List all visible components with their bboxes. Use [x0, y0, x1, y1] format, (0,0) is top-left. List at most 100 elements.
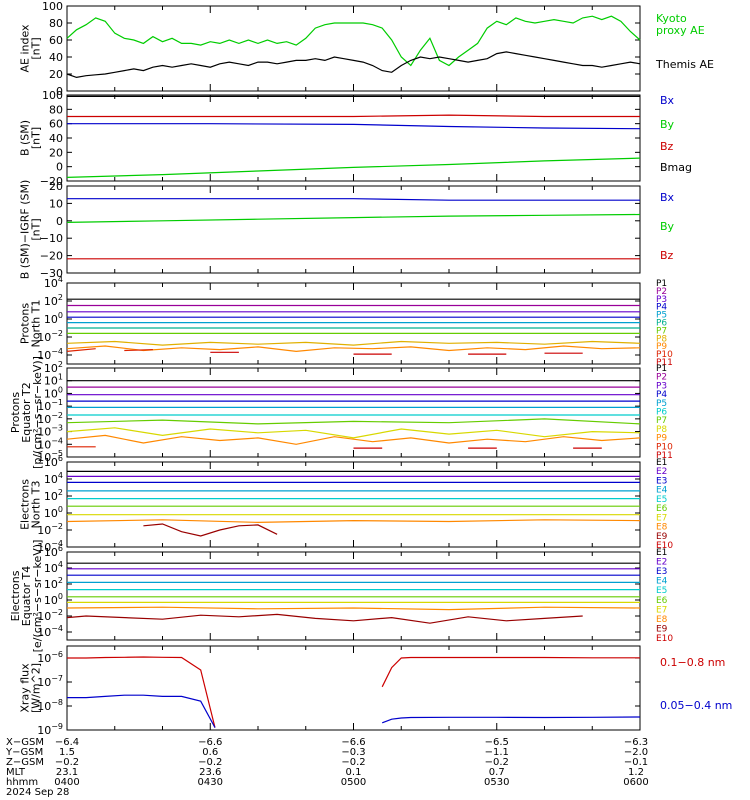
- y-axis-label-line: Xray flux: [19, 663, 32, 713]
- y-tick-labels: 0 20 40 60 80 100: [42, 0, 640, 98]
- x-axis-value: 0.1: [346, 767, 362, 778]
- legend-entry: Bz: [660, 249, 674, 262]
- y-axis-label-line: Protons: [9, 392, 22, 433]
- series-line: [143, 523, 278, 537]
- series-line: [66, 606, 641, 611]
- y-tick-label: 80: [49, 103, 63, 116]
- y-tick-label: 102: [44, 293, 63, 308]
- y-tick-label: −20: [40, 175, 63, 188]
- legend-entry: E3: [656, 476, 667, 486]
- legend-entry: P9: [656, 434, 667, 444]
- legend-entry: P10: [656, 442, 673, 452]
- y-tick-label: 60: [49, 34, 63, 47]
- y-axis-label-line: Equator T4: [20, 566, 33, 626]
- y-tick-label: 0: [56, 161, 63, 174]
- series-line: [381, 656, 640, 688]
- y-tick-label: 101: [44, 373, 63, 388]
- x-axis-value: 0530: [484, 777, 509, 788]
- y-tick-label: 10−2: [37, 608, 63, 623]
- y-tick-label: 20: [49, 180, 63, 193]
- y-tick-label: 10−2: [37, 329, 63, 344]
- y-axis-label-line: Electrons: [9, 570, 22, 621]
- legend-entry: E7: [656, 605, 667, 615]
- series-line: [67, 114, 640, 118]
- y-tick-labels: −30 −20 −10 0 10 20: [40, 180, 640, 280]
- legend-entry: P11: [656, 358, 673, 368]
- x-axis-value: −6.6: [341, 737, 365, 748]
- y-tick-label: 104: [44, 560, 63, 575]
- y-tick-label: 102: [44, 488, 63, 503]
- series-group: [66, 562, 641, 624]
- series-group: [66, 298, 641, 355]
- legend-entry: Bx: [660, 191, 675, 204]
- legend-entry: E1: [656, 458, 667, 468]
- series-group: [66, 15, 641, 79]
- y-tick-label: 100: [42, 0, 63, 13]
- x-axis-value: −0.2: [341, 757, 365, 768]
- legend-entry: P4: [656, 390, 667, 400]
- y-tick-label: 60: [49, 118, 63, 131]
- legend-entry: E4: [656, 486, 668, 496]
- y-axis-label-line: Equator T2: [20, 382, 33, 442]
- x-axis-value: −6.4: [55, 737, 79, 748]
- y-axis-label-line: [W/m^2]: [30, 663, 43, 713]
- series-line: [66, 15, 641, 67]
- y-tick-label: 80: [49, 17, 63, 30]
- y-tick-label: 40: [49, 51, 63, 64]
- y-tick-label: −20: [40, 250, 63, 263]
- x-axis-value: 0.6: [202, 747, 218, 758]
- y-tick-label: 104: [44, 471, 63, 486]
- y-axis-label-line: [nT]: [30, 127, 43, 149]
- legend-entry: P6: [656, 319, 667, 329]
- legend-entry: Themis AE: [655, 58, 714, 71]
- legend-entry: E10: [656, 541, 673, 551]
- series-group: [66, 470, 641, 537]
- series-line: [66, 519, 641, 524]
- y-axis-label-line: [nT]: [30, 218, 43, 240]
- legend: Bx By Bz: [660, 191, 675, 262]
- y-tick-label: 0: [56, 85, 63, 98]
- legend-entry: E9: [656, 532, 668, 542]
- y-tick-label: 10−2: [37, 411, 63, 426]
- legend-entry: E1: [656, 548, 667, 558]
- legend-entry: proxy AE: [656, 24, 705, 37]
- y-tick-label: 40: [49, 132, 63, 145]
- x-axis-value: 0600: [623, 777, 648, 788]
- legend-entry: Bz: [660, 140, 674, 153]
- legend-entry: P10: [656, 350, 673, 360]
- x-axis-row-label: Y−GSM: [5, 747, 43, 758]
- x-axis-value: −6.5: [485, 737, 509, 748]
- y-axis-label: AE index[nT]: [19, 24, 43, 73]
- series-group: [66, 380, 641, 449]
- plot-frame: [66, 551, 641, 641]
- panel-3: −30 −20 −10 0 10 20 B (SM)−IGRF (SM)[nT] Bx By Bz: [19, 180, 675, 280]
- y-tick-label: 20: [49, 146, 63, 159]
- legend-entry: P7: [656, 416, 667, 426]
- plot-frame: [66, 367, 641, 458]
- y-tick-label: 100: [44, 385, 63, 400]
- legend-entry: Kyoto: [656, 12, 687, 25]
- x-axis-value: 0500: [341, 777, 366, 788]
- legend-entry: P3: [656, 381, 667, 391]
- legend-entry: Bx: [660, 94, 675, 107]
- x-axis-value: −0.1: [624, 757, 648, 768]
- x-axis-value: 0.7: [489, 767, 505, 778]
- series-line: [67, 694, 216, 728]
- y-tick-label: −10: [40, 232, 63, 245]
- legend-entry: E6: [656, 504, 668, 514]
- x-axis-row-label: hhmm: [6, 777, 38, 788]
- legend-entry: 0.1−0.8 nm: [660, 656, 725, 669]
- legend-entry: 0.05−0.4 nm: [660, 699, 732, 712]
- legend-entry: E5: [656, 586, 667, 596]
- legend-entry: P1: [656, 364, 667, 374]
- series-line: [66, 340, 641, 346]
